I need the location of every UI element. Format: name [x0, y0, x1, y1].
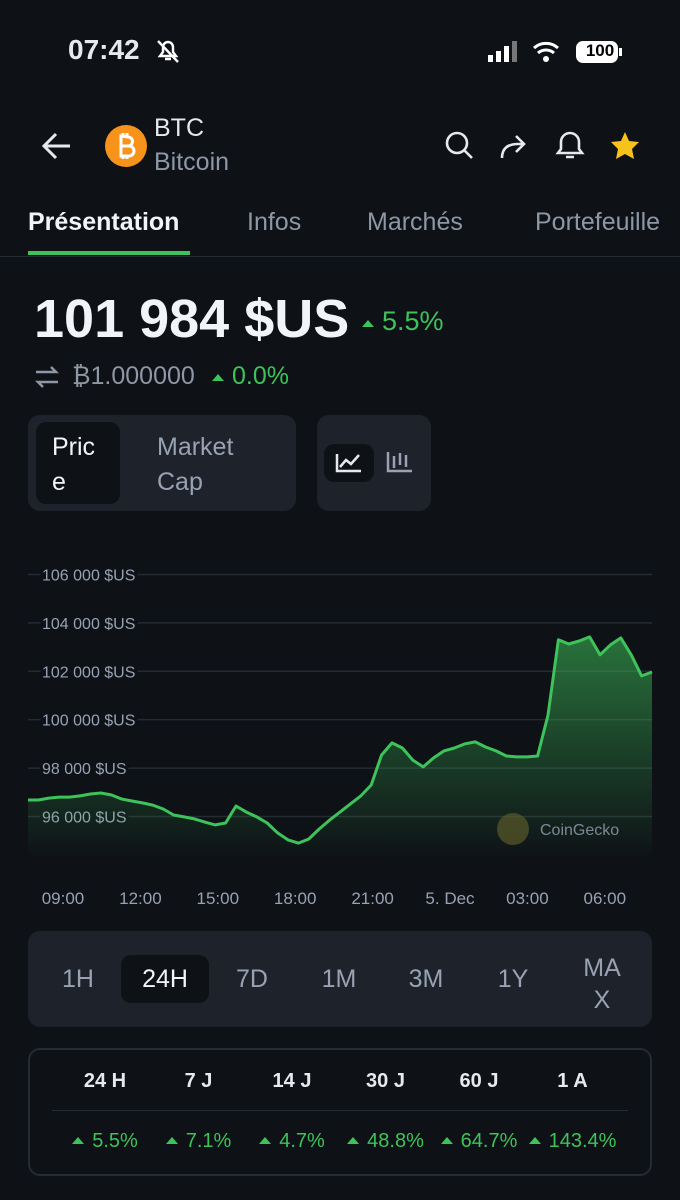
period-change: 48.8% [338, 1130, 434, 1153]
y-tick-label: 106 000 $US [42, 568, 135, 585]
change-value: 4.7% [279, 1130, 325, 1152]
period-button[interactable]: 3M [408, 965, 444, 993]
header-actions [445, 131, 639, 159]
toggle-market-cap[interactable]: Market Cap [157, 433, 234, 496]
period-change: 143.4% [525, 1130, 621, 1153]
alert-button[interactable] [555, 131, 585, 159]
period-header: 30 J [366, 1070, 405, 1092]
toggle-price[interactable]: Price [52, 433, 96, 496]
x-tick-label: 21:00 [351, 889, 394, 908]
toggle-selected-bg [36, 422, 120, 504]
up-arrow [259, 1137, 272, 1144]
status-icons [488, 41, 622, 63]
up-arrow [528, 1137, 541, 1144]
period-button[interactable]: 1H [62, 965, 94, 993]
btc-price: ₿1.000000 [72, 362, 195, 390]
btc-change: 0.0% [212, 362, 289, 391]
period-button[interactable]: 7D [236, 965, 268, 993]
period-header: 24 H [83, 1070, 127, 1092]
mute-icon [157, 40, 179, 63]
change-value: 7.1% [185, 1130, 232, 1152]
tab[interactable]: Infos [247, 208, 302, 236]
search-button[interactable] [445, 131, 473, 159]
active-tab-indicator [28, 251, 190, 255]
change-value: 48.8% [367, 1130, 424, 1152]
y-tick-label: 98 000 $US [42, 761, 127, 778]
period-change: 7.1% [151, 1130, 247, 1153]
performance-table [28, 1048, 652, 1176]
battery-level: 100 [585, 41, 615, 60]
x-tick-label: 18:00 [274, 889, 317, 908]
period-header: 60 J [459, 1070, 499, 1092]
watermark [497, 813, 529, 845]
tab[interactable]: Marchés [367, 208, 463, 236]
change-value: 143.4% [548, 1130, 617, 1152]
period-header: 7 J [184, 1070, 213, 1092]
x-tick-label: 5. Dec [425, 889, 475, 908]
convert-icon [34, 366, 60, 388]
x-tick-label: 15:00 [197, 889, 240, 908]
y-tick-label: 100 000 $US [42, 713, 135, 730]
period-header: 1 A [557, 1070, 588, 1092]
y-tick-label: 104 000 $US [42, 616, 135, 633]
period-change: 64.7% [431, 1130, 527, 1153]
up-arrow [165, 1137, 178, 1144]
x-tick-label: 12:00 [119, 889, 162, 908]
period-change: 5.5% [57, 1130, 153, 1153]
btc-change-text: 0.0% [232, 362, 289, 390]
status-time: 07:42 [68, 34, 140, 65]
coin-name: Bitcoin [154, 148, 230, 176]
price-value: 101 984 $US [34, 289, 350, 349]
table-divider [52, 1110, 628, 1111]
coin-symbol: BTC [154, 114, 204, 142]
x-tick-label: 03:00 [506, 889, 549, 908]
tab[interactable]: Portefeuille [535, 208, 661, 236]
tab[interactable]: Présentation [28, 208, 180, 236]
chart-style-icons [324, 444, 412, 482]
period-selected-bg [121, 955, 209, 1003]
up-arrow [72, 1137, 85, 1144]
period-button[interactable]: MAX [583, 954, 621, 1014]
price-change-text: 5.5% [382, 306, 444, 336]
x-tick-label: 06:00 [584, 889, 627, 908]
price-change: 5.5% [362, 306, 444, 337]
divider [0, 256, 680, 257]
period-button[interactable]: 1Y [497, 965, 529, 993]
price-line [28, 635, 653, 845]
watermark-text: CoinGecko [540, 822, 619, 839]
change-value: 64.7% [460, 1130, 518, 1152]
change-value: 5.5% [92, 1130, 138, 1152]
up-arrow [347, 1137, 360, 1144]
candle-style-button[interactable] [386, 452, 412, 473]
period-button[interactable]: 1M [321, 965, 357, 993]
watermark-logo [497, 813, 529, 845]
share-button[interactable] [500, 135, 526, 159]
favorite-button[interactable] [611, 132, 639, 159]
up-arrow [440, 1137, 453, 1144]
coin-logo [105, 125, 147, 167]
back-button[interactable] [40, 128, 76, 164]
period-button[interactable]: 24H [142, 965, 188, 993]
x-tick-label: 09:00 [42, 889, 85, 908]
period-change: 4.7% [244, 1130, 340, 1153]
area-fill [28, 636, 652, 860]
period-header: 14 J [272, 1070, 312, 1092]
line-style-button[interactable] [335, 454, 361, 473]
y-tick-label: 102 000 $US [42, 664, 135, 681]
